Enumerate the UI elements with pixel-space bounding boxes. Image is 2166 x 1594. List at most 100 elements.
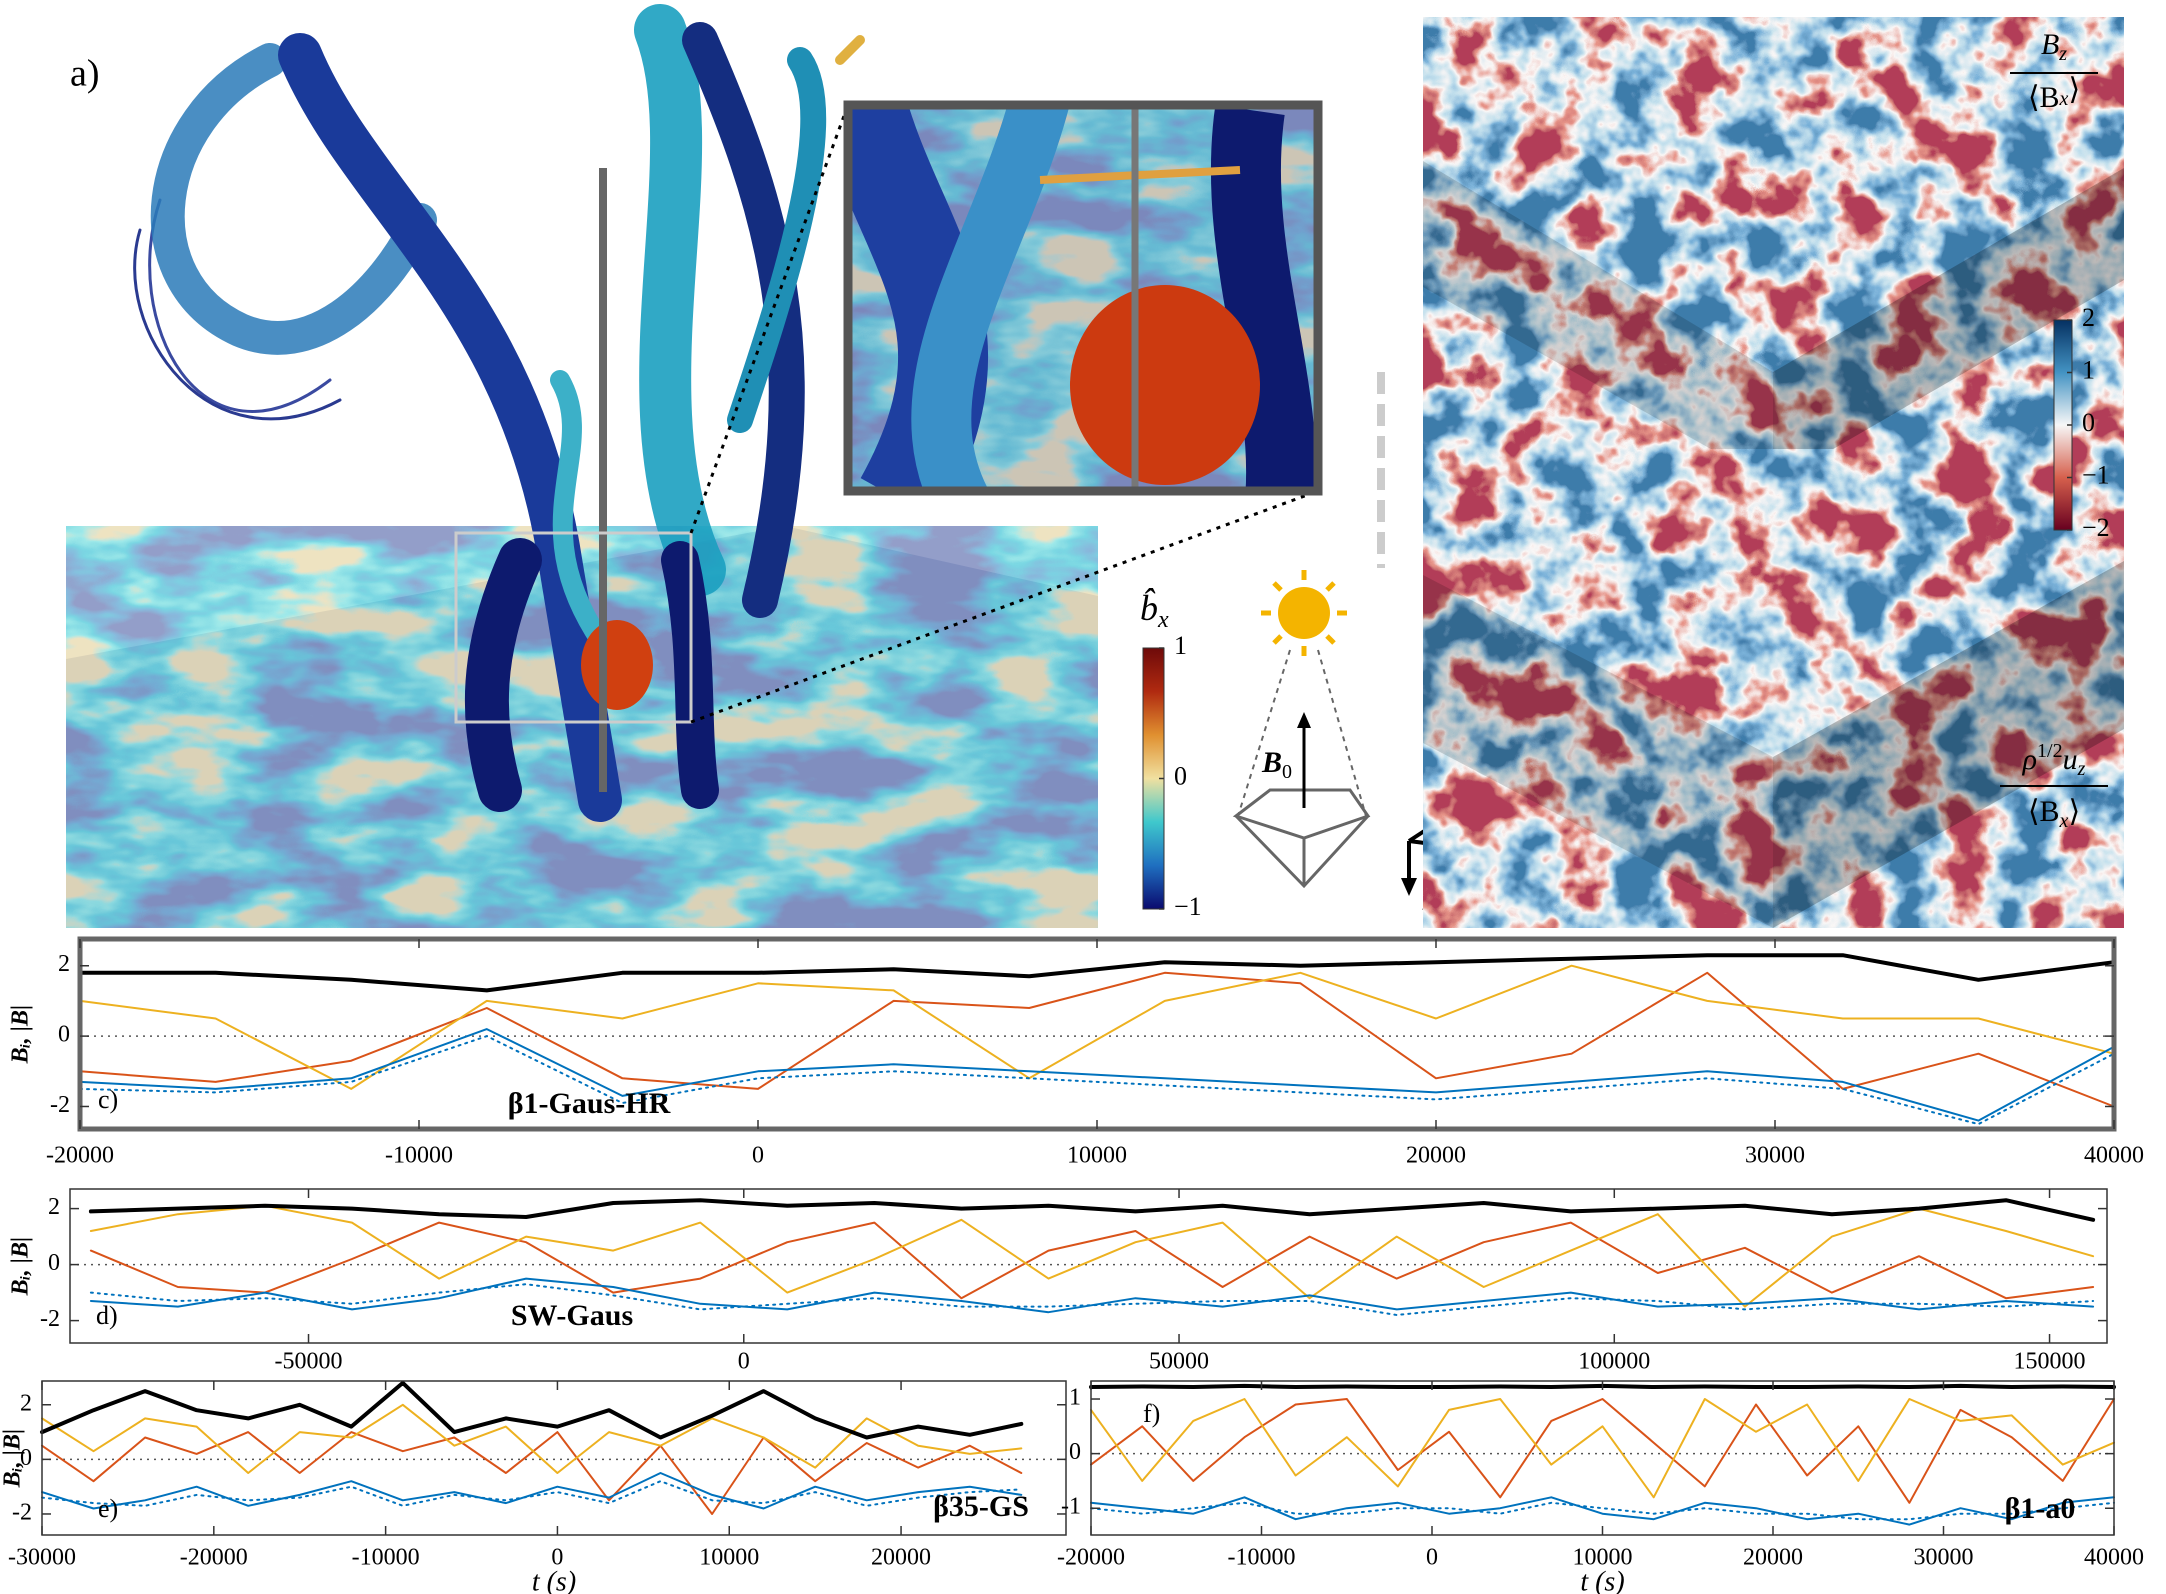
x-tick-label: 0 — [738, 1349, 750, 1375]
panel-label: c) — [98, 1085, 118, 1114]
x-tick-label: 30000 — [1914, 1545, 1974, 1571]
x-axis-label: t (s) — [532, 1566, 576, 1594]
box-face — [1423, 575, 1773, 928]
subscript: x — [2059, 810, 2069, 832]
sun-rays — [1261, 570, 1347, 656]
series-line — [41, 1480, 1023, 1507]
x-tick-label: 0 — [1426, 1545, 1438, 1571]
series-line — [89, 1283, 2095, 1316]
label-numerator: Bz — [2041, 28, 2067, 65]
x-tick-label: -10000 — [385, 1143, 453, 1169]
run-name: β1-a0 — [2005, 1492, 2076, 1525]
axis-letter: y — [1471, 769, 1490, 806]
box-label-bottom: ρ1/2uz ⟨Bx⟩ — [2000, 740, 2108, 832]
y-tick-label: 0 — [20, 1445, 32, 1471]
y-tick-label: -2 — [12, 1499, 32, 1525]
x-tick-label: -20000 — [1057, 1545, 1125, 1571]
geometry-sketch: B0 x y z — [1232, 570, 1490, 918]
y-tick-label: 1 — [1069, 1385, 1081, 1411]
symbol: ρ — [2022, 743, 2037, 776]
arrow-head — [1401, 878, 1417, 896]
zoom-connector — [690, 489, 1319, 724]
panel-label: e) — [98, 1494, 118, 1523]
field-line — [661, 541, 719, 809]
field-subscript: 0 — [1282, 761, 1292, 783]
field-line — [133, 228, 342, 421]
symbol: ⟨B — [2028, 81, 2060, 114]
flux-rope — [1070, 285, 1260, 485]
bracket: ⟩ — [2068, 795, 2080, 828]
series-line — [79, 964, 2115, 1090]
symbol: ⟨B — [2028, 795, 2060, 828]
series-line — [89, 1204, 2095, 1308]
colorbar-tick-label: 0 — [1174, 761, 1187, 790]
series-line — [88, 1198, 2096, 1222]
subscript: z — [2058, 43, 2067, 65]
field-line — [550, 370, 610, 650]
y-axis-label: Bᵢ, |B| — [8, 1237, 34, 1297]
symbol: B — [2041, 28, 2059, 61]
view-cone — [1317, 649, 1367, 817]
colorbar-tick-label: −1 — [1174, 892, 1202, 921]
colorbar-tick-label: 0 — [2082, 408, 2095, 437]
series-line — [79, 1028, 2115, 1122]
plot-frame — [41, 1380, 1067, 1536]
x-tick-label: -10000 — [1228, 1545, 1296, 1571]
x-tick-label: 40000 — [2084, 1545, 2144, 1571]
colorbar-tick-label: −1 — [2082, 460, 2110, 489]
box-bottom — [1423, 449, 2124, 928]
series-line — [89, 1221, 2095, 1300]
y-axis-label: Bᵢ, |B| — [8, 1005, 34, 1065]
zoom-box — [454, 531, 693, 724]
x-tick-label: -30000 — [8, 1545, 76, 1571]
axis-letter: z — [1467, 832, 1481, 869]
box-top — [1423, 17, 2124, 484]
box-shade — [1423, 161, 1773, 484]
box-face — [1423, 17, 2124, 372]
field-line — [1039, 166, 1241, 184]
series-line — [41, 1403, 1023, 1474]
run-name: β35-GS — [933, 1490, 1029, 1523]
y-tick-label: -2 — [40, 1306, 60, 1332]
x-tick-label: 10000 — [1573, 1545, 1633, 1571]
run-name: β1-Gaus-HR — [508, 1087, 671, 1120]
box-face — [1423, 161, 1773, 484]
x-tick-label: 100000 — [1578, 1349, 1650, 1375]
y-tick-label: 2 — [58, 951, 70, 977]
flux-rope — [581, 620, 653, 710]
field-line — [464, 538, 542, 812]
colorbar-tick-label: 1 — [2082, 355, 2095, 384]
series-line — [79, 1035, 2115, 1126]
subscript: x — [1157, 607, 1169, 633]
box-shade — [1773, 561, 2124, 928]
simulation-boxes — [1423, 17, 2124, 928]
series-line — [41, 1472, 1023, 1510]
series-line — [41, 1431, 1023, 1515]
series-line — [1090, 1398, 2115, 1499]
y-tick-label: 0 — [58, 1022, 70, 1048]
view-cone — [1237, 649, 1291, 817]
y-axis-label: Bᵢ, |B| — [0, 1429, 26, 1489]
field-line — [278, 33, 622, 822]
subscript: z — [2077, 758, 2086, 780]
box-label-top: Bz ⟨Bzx⟩ — [2010, 28, 2098, 114]
symbol: u — [2063, 743, 2078, 776]
series-line — [89, 1277, 2095, 1314]
field-line — [150, 43, 437, 355]
x-tick-label: 0 — [752, 1143, 764, 1169]
arrow-head — [1448, 803, 1466, 818]
x-tick-label: -20000 — [180, 1545, 248, 1571]
sun — [1278, 587, 1330, 639]
y-tick-label: -2 — [50, 1092, 70, 1118]
label-numerator: ρ1/2uz — [2022, 740, 2086, 780]
y-tick-label: 0 — [48, 1250, 60, 1276]
box-face — [1773, 168, 2124, 484]
series-line — [1090, 1496, 2115, 1526]
box-shade — [1773, 168, 2124, 484]
colorbar-tick-label: −2 — [2082, 513, 2110, 542]
field-symbol: B — [1261, 746, 1282, 779]
x-tick-label: -10000 — [352, 1545, 420, 1571]
colorbar-tick-label: 2 — [2082, 303, 2095, 332]
panel-label: a) — [70, 53, 100, 95]
